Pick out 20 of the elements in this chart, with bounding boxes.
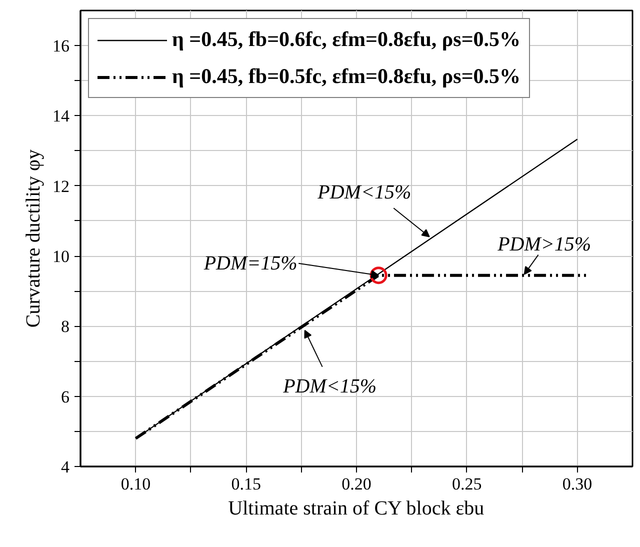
annotation: PDM<15% [282, 375, 377, 398]
y-tick-label: 10 [52, 247, 70, 266]
y-tick-label: 6 [61, 387, 70, 406]
legend-label: η =0.45, fb=0.5fc, εfm=0.8εfu, ρs=0.5% [172, 64, 521, 89]
y-tick-label: 8 [61, 317, 70, 336]
y-tick-label: 12 [52, 176, 70, 196]
x-tick-label: 0.20 [342, 474, 372, 494]
x-tick-label: 0.30 [562, 474, 592, 494]
y-tick-label: 4 [61, 458, 70, 476]
annotation: PDM<15% [316, 182, 412, 204]
x-tick-label: 0.10 [120, 474, 151, 494]
x-axis-title: Ultimate strain of CY block εbu [228, 498, 484, 520]
y-tick-label: 16 [52, 36, 70, 56]
y-tick-label: 14 [52, 106, 70, 126]
y-axis-title: Curvature ductility φy [22, 149, 44, 328]
annotation: PDM>15% [496, 233, 592, 256]
x-tick-label: 0.15 [231, 474, 261, 494]
x-tick-label: 0.25 [452, 474, 482, 494]
legend-label: η =0.45, fb=0.6fc, εfm=0.8εfu, ρs=0.5% [172, 27, 521, 52]
annotation: PDM=15% [202, 252, 298, 274]
